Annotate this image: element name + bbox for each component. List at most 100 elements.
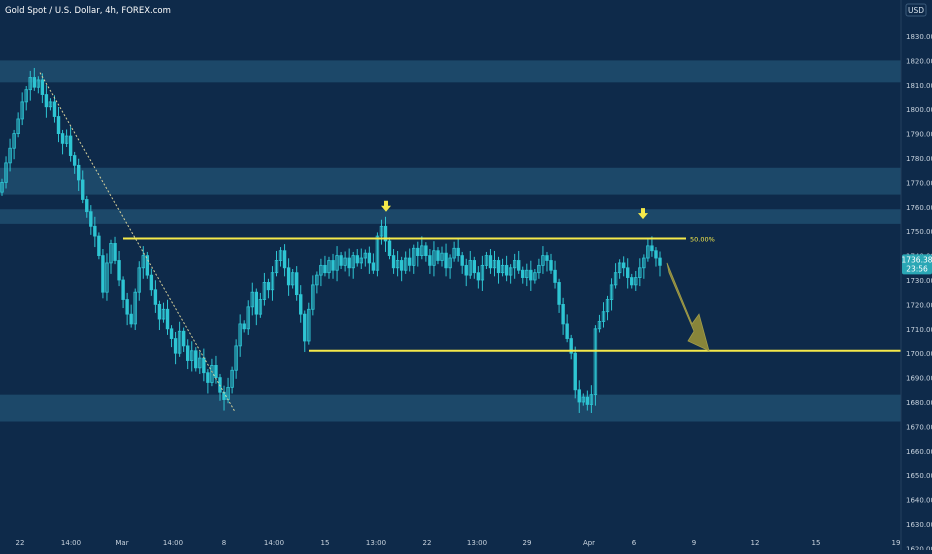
candle-body <box>169 328 174 339</box>
candle-body <box>311 284 315 310</box>
candle-body <box>561 303 565 325</box>
candle-body <box>448 257 452 269</box>
candle-body <box>589 394 594 405</box>
candle-body <box>286 267 291 286</box>
zone <box>0 60 901 83</box>
candle-body <box>424 245 428 256</box>
candle-body <box>190 350 194 361</box>
candle-body <box>343 257 347 266</box>
candle-body <box>339 255 343 266</box>
y-tick-label: 1760.00 <box>906 204 932 212</box>
candle-body <box>440 252 444 261</box>
candle-body <box>432 250 436 266</box>
x-tick-label: 13:00 <box>366 539 386 547</box>
candle-body <box>0 181 4 193</box>
zone <box>0 209 901 224</box>
candle-body <box>379 225 384 237</box>
candle-body <box>149 274 154 291</box>
candle-body <box>408 257 412 266</box>
candle-body <box>605 299 610 313</box>
candle-body <box>16 118 20 134</box>
candle-body <box>395 260 400 269</box>
trend-line <box>39 72 236 413</box>
candle-body <box>399 260 404 271</box>
candle-body <box>504 264 509 276</box>
candle-body <box>315 274 319 286</box>
candle-body <box>525 269 529 278</box>
candle-body <box>60 133 65 144</box>
candle-body <box>141 255 145 269</box>
zone <box>0 394 901 422</box>
candle-body <box>72 155 77 166</box>
candle-body <box>137 267 141 293</box>
current-price-tag-bg <box>902 254 932 275</box>
candle-body <box>428 255 432 266</box>
candle-body <box>282 250 287 269</box>
candle-body <box>290 272 295 286</box>
y-tick-label: 1830.00 <box>906 33 932 41</box>
candle-body <box>597 321 602 330</box>
candle-body <box>323 264 327 274</box>
candle-body <box>549 260 553 271</box>
candle-body <box>157 303 162 320</box>
candle-body <box>12 133 16 149</box>
candle-body <box>214 364 218 378</box>
y-tick-label: 1660.00 <box>906 448 932 456</box>
projection-arrow-icon <box>666 262 710 352</box>
arrow-down-marker-icon <box>638 208 648 220</box>
candle-body <box>194 350 198 369</box>
y-tick-label: 1630.00 <box>906 521 932 529</box>
candle-body <box>28 77 32 91</box>
candle-body <box>472 260 477 274</box>
candle-body <box>630 277 634 286</box>
candle-body <box>488 255 493 269</box>
current-price-tag: 1736.38 23:56 <box>901 254 932 275</box>
candle-body <box>161 308 166 320</box>
candle-body <box>347 257 351 269</box>
candle-body <box>492 260 497 269</box>
x-tick-label: 13:00 <box>467 539 487 547</box>
y-tick-label: 1810.00 <box>906 82 932 90</box>
x-tick-label: 19 <box>892 539 901 547</box>
x-tick-label: Mar <box>115 539 128 547</box>
candle-body <box>242 323 246 330</box>
candle-body <box>101 255 105 293</box>
candle-body <box>56 116 61 134</box>
candle-body <box>254 291 259 315</box>
candle-body <box>125 299 129 315</box>
x-tick-label: 15 <box>321 539 330 547</box>
candle-body <box>210 364 214 383</box>
y-tick-label: 1790.00 <box>906 131 932 139</box>
x-tick-label: 14:00 <box>61 539 81 547</box>
candle-body <box>36 79 41 88</box>
candle-body <box>40 79 45 95</box>
candle-body <box>500 264 505 274</box>
candle-body <box>44 94 49 108</box>
candle-body <box>335 255 339 271</box>
candle-body <box>626 267 630 278</box>
y-tick-label: 1670.00 <box>906 423 932 431</box>
currency-badge[interactable] <box>905 3 927 17</box>
x-tick-label: 29 <box>523 539 532 547</box>
candle-body <box>250 291 254 308</box>
candle-body <box>173 338 178 354</box>
candle-body <box>8 147 12 164</box>
candle-body <box>20 101 24 120</box>
candle-body <box>303 313 307 342</box>
candle-body <box>593 328 598 396</box>
candle-body <box>105 262 109 293</box>
candle-body <box>145 255 150 276</box>
bar-countdown: 23:56 <box>906 264 928 273</box>
candle-body <box>68 135 73 156</box>
candle-body <box>468 260 472 276</box>
candle-body <box>153 289 158 305</box>
candle-body <box>363 252 368 259</box>
y-tick-label: 1800.00 <box>906 106 932 114</box>
candle-body <box>355 255 359 264</box>
candle-body <box>246 306 250 330</box>
candle-body <box>274 260 279 274</box>
candle-body <box>262 282 267 300</box>
candle-body <box>577 389 581 403</box>
